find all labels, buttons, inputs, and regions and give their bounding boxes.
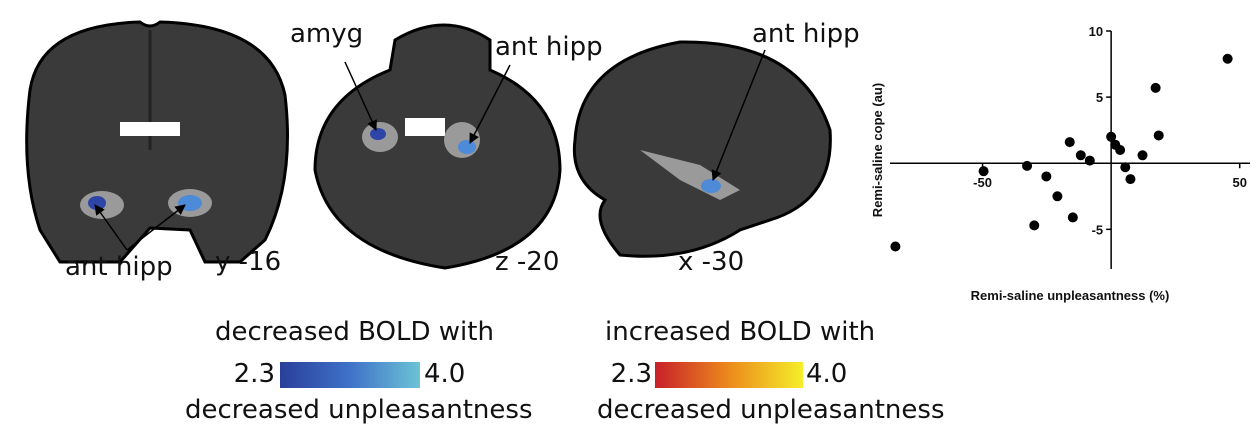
- data-point: [1022, 161, 1032, 171]
- figure: ant hipp y -16 amyg ant hipp z -20 ant h…: [0, 0, 1260, 427]
- data-point: [1154, 130, 1164, 140]
- colorbar: [655, 362, 803, 388]
- region-label: amyg: [290, 19, 363, 49]
- data-point: [979, 166, 989, 176]
- x-tick-label: -50: [973, 175, 992, 190]
- colorbar-min: 2.3: [234, 359, 275, 389]
- y-tick-label: 10: [1089, 24, 1103, 39]
- colorbar-caption: decreased unpleasantness: [185, 395, 532, 425]
- brain-sagittal: [574, 42, 830, 256]
- data-point: [1120, 162, 1130, 172]
- colorbar-title: increased BOLD with: [605, 317, 875, 347]
- data-point: [1065, 137, 1075, 147]
- y-tick-label: -5: [1092, 222, 1104, 237]
- data-point: [890, 242, 900, 252]
- scatter-plot: Remi-saline unpleasantness (%) Remi-sali…: [870, 24, 1250, 303]
- region-label: ant hipp: [752, 19, 860, 49]
- data-point: [1029, 220, 1039, 230]
- colorbar-title: decreased BOLD with: [215, 317, 494, 347]
- x-axis-label: Remi-saline unpleasantness (%): [971, 288, 1170, 303]
- data-point: [1052, 191, 1062, 201]
- region-label: ant hipp: [495, 32, 603, 62]
- data-point: [1125, 174, 1135, 184]
- data-point: [1223, 54, 1233, 64]
- region-label: ant hipp: [65, 252, 173, 282]
- data-point: [1085, 156, 1095, 166]
- slice-label: z -20: [495, 247, 559, 277]
- data-point: [1138, 150, 1148, 160]
- colorbar-max: 4.0: [806, 359, 847, 389]
- y-axis-label: Remi-saline cope (au): [870, 83, 885, 217]
- data-point: [1068, 212, 1078, 222]
- colorbar-max: 4.0: [424, 359, 465, 389]
- brain-coronal: [27, 22, 288, 262]
- slice-label: y -16: [215, 247, 281, 277]
- data-point: [1041, 171, 1051, 181]
- data-point: [1115, 145, 1125, 155]
- y-tick-label: 5: [1096, 90, 1103, 105]
- x-tick-label: 50: [1232, 175, 1246, 190]
- colorbar-caption: decreased unpleasantness: [597, 395, 944, 425]
- slice-label: x -30: [678, 247, 744, 277]
- colorbar: [280, 362, 420, 388]
- data-point: [1151, 83, 1161, 93]
- data-point: [1076, 150, 1086, 160]
- colorbar-min: 2.3: [611, 359, 652, 389]
